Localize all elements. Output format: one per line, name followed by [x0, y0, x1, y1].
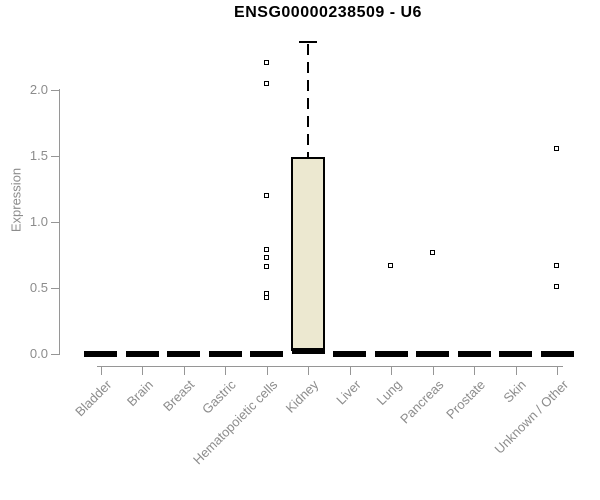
- outlier-point: [554, 145, 560, 151]
- x-tick: [557, 367, 559, 375]
- outlier-point: [263, 80, 269, 86]
- y-tick: [51, 156, 59, 157]
- x-category-label: Breast: [160, 377, 198, 415]
- y-tick: [51, 90, 59, 91]
- median-bar: [167, 351, 201, 357]
- median-bar: [416, 351, 450, 357]
- y-tick-label: 1.5: [29, 148, 48, 163]
- median-bar: [291, 348, 325, 355]
- y-tick-label: 1.0: [29, 214, 48, 229]
- outlier-point: [554, 284, 560, 290]
- x-category-label: Liver: [332, 377, 364, 408]
- x-tick: [100, 367, 102, 375]
- median-bar: [374, 351, 408, 357]
- y-tick-label: 2.0: [29, 82, 48, 97]
- outlier-point: [263, 193, 269, 199]
- y-tick-label: 0.0: [29, 346, 48, 361]
- median-bar: [208, 351, 242, 357]
- x-tick: [142, 367, 144, 375]
- median-bar: [125, 351, 159, 357]
- median-bar: [250, 351, 284, 357]
- outlier-point: [263, 59, 269, 65]
- x-category-label: Pancreas: [396, 377, 447, 427]
- x-tick: [391, 367, 393, 375]
- x-category-label: Lung: [373, 377, 405, 409]
- x-tick: [474, 367, 476, 375]
- x-category-label: Skin: [500, 377, 530, 406]
- x-category-label: Unknown / Other: [491, 377, 571, 457]
- median-bar: [457, 351, 491, 357]
- outlier-point: [429, 249, 435, 255]
- outlier-point: [554, 263, 560, 269]
- y-tick: [51, 288, 59, 289]
- x-category-label: Prostate: [442, 377, 488, 422]
- x-category-label: Brain: [123, 377, 156, 410]
- outlier-point: [388, 263, 394, 269]
- y-axis-line: [59, 89, 60, 355]
- median-bar: [540, 351, 574, 357]
- chart-title: ENSG00000238509 - U6: [234, 4, 422, 21]
- x-category-label: Gastric: [199, 377, 239, 417]
- x-category-label: Kidney: [283, 377, 322, 416]
- whisker-cap: [299, 41, 318, 44]
- y-tick-label: 0.5: [29, 280, 48, 295]
- x-tick: [308, 367, 310, 375]
- x-tick: [266, 367, 268, 375]
- x-category-label: Bladder: [72, 377, 115, 420]
- outlier-point: [263, 264, 269, 270]
- box: [291, 157, 326, 352]
- median-bar: [333, 351, 367, 357]
- x-tick: [515, 367, 517, 375]
- y-tick: [51, 354, 59, 355]
- outlier-point: [263, 255, 269, 261]
- x-tick: [432, 367, 434, 375]
- x-tick: [225, 367, 227, 375]
- outlier-point: [263, 294, 269, 300]
- y-tick: [51, 222, 59, 223]
- outlier-point: [263, 247, 269, 253]
- median-bar: [84, 351, 118, 357]
- x-axis-line: [96, 366, 564, 367]
- median-bar: [499, 351, 533, 357]
- x-tick: [349, 367, 351, 375]
- x-tick: [183, 367, 185, 375]
- whisker: [307, 44, 310, 158]
